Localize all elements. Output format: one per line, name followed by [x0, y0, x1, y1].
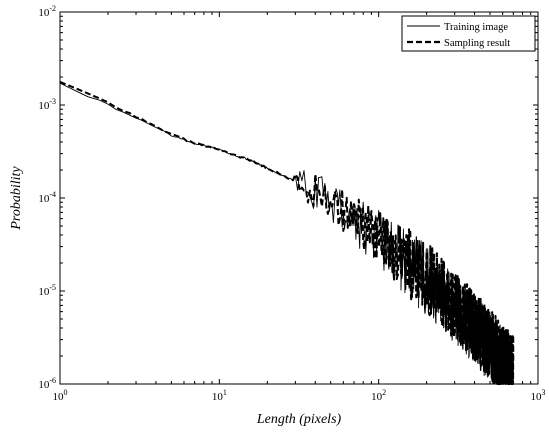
y-tick-label: 10-2	[38, 4, 56, 19]
x-tick-label: 103	[531, 388, 546, 403]
y-tick-label: 10-4	[38, 190, 56, 205]
series-line-sampling-result	[59, 80, 515, 385]
tick-labels: 100 101 102 103 10-6 10-5 10-4 10-3 10-2	[38, 4, 545, 403]
x-tick-label: 101	[212, 388, 227, 403]
y-axis-label: Probability	[9, 166, 24, 231]
series-layer	[59, 80, 515, 385]
x-axis-label: Length (pixels)	[256, 412, 342, 427]
legend-label-training: Training image	[444, 22, 508, 33]
x-tick-label: 100	[53, 388, 68, 403]
series-line-training-image	[59, 82, 514, 385]
y-tick-label: 10-5	[38, 283, 56, 298]
x-tick-label: 102	[371, 388, 386, 403]
y-tick-label: 10-6	[38, 376, 56, 391]
y-tick-label: 10-3	[38, 97, 56, 112]
legend: Training image Sampling result	[401, 15, 536, 52]
legend-label-sampling: Sampling result	[444, 38, 510, 49]
legend-box	[401, 15, 536, 52]
